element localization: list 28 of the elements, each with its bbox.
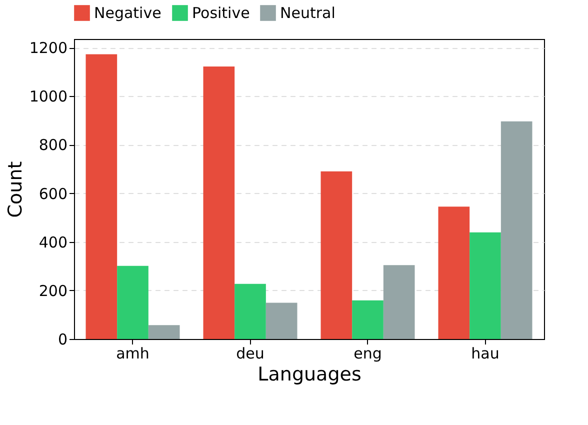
y-tick-label: 200 [38, 282, 68, 300]
y-tick-label: 800 [38, 136, 68, 154]
bar [438, 206, 470, 339]
y-tick-label: 0 [58, 330, 68, 348]
bar [203, 66, 235, 339]
bar [320, 171, 352, 339]
bar [148, 325, 180, 339]
legend-label: Positive [192, 4, 250, 22]
bar [234, 284, 266, 339]
y-tick-label: 400 [38, 233, 68, 252]
x-axis-title: Languages [258, 364, 362, 386]
bar [470, 232, 501, 339]
x-tick-label: eng [354, 344, 382, 362]
bar [352, 300, 384, 339]
bar [266, 302, 298, 339]
y-axis-title: Count [4, 161, 26, 218]
y-tick-label: 1200 [29, 39, 68, 57]
legend-label: Neutral [280, 4, 336, 22]
bar [500, 121, 532, 339]
x-tick-label: hau [471, 344, 500, 362]
bar [86, 54, 118, 339]
bar [117, 266, 148, 339]
bar [383, 265, 415, 339]
x-tick-label: amh [116, 344, 150, 362]
legend-label: Negative [94, 4, 162, 22]
y-tick-label: 600 [38, 184, 68, 203]
y-tick-label: 1000 [29, 88, 68, 106]
x-tick-label: deu [236, 344, 264, 362]
